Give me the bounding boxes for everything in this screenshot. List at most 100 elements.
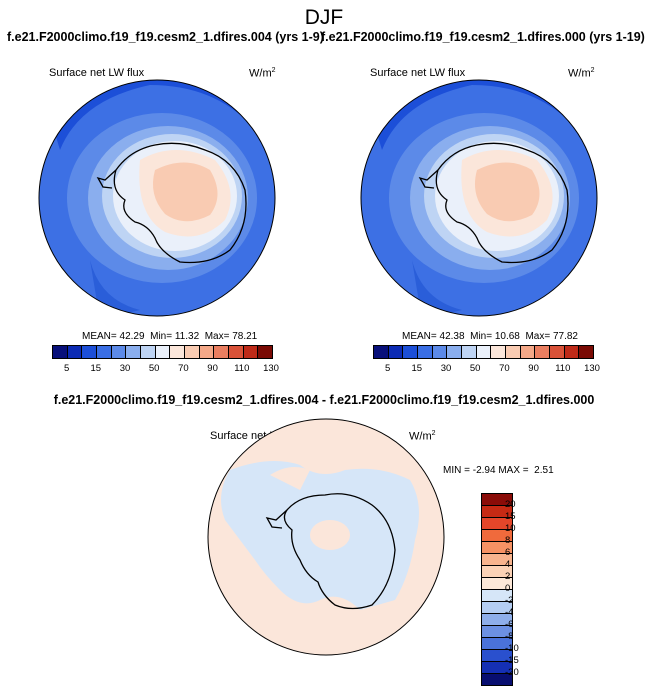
colorbar-swatch	[482, 626, 512, 638]
panel-2-coastline	[435, 142, 569, 264]
colorbar-tick-label: 8	[505, 535, 511, 546]
colorbar-swatch	[482, 590, 512, 602]
colorbar-swatch	[374, 346, 389, 358]
colorbar-tick-label: -4	[505, 607, 514, 618]
colorbar-tick-label: 5	[384, 363, 391, 374]
colorbar-swatch	[482, 614, 512, 626]
colorbar-swatch	[482, 506, 512, 518]
colorbar-swatch	[462, 346, 477, 358]
panel-2-units: W/m2	[568, 67, 595, 80]
colorbar-tick-label: 90	[207, 363, 218, 374]
colorbar-tick-label: -20	[505, 667, 519, 678]
difference-field	[208, 419, 444, 655]
colorbar-swatch	[185, 346, 200, 358]
panel-2-variable-name: Surface net LW flux	[370, 67, 466, 79]
colorbar-swatch	[506, 346, 521, 358]
colorbar-swatch	[482, 518, 512, 530]
colorbar-swatch	[418, 346, 433, 358]
colorbar-swatch	[67, 346, 83, 358]
colorbar-swatch	[550, 346, 565, 358]
panel-2-stats: MEAN= 42.38 Min= 10.68 Max= 77.82	[402, 331, 578, 342]
colorbar-tick-label: 130	[263, 363, 279, 374]
colorbar-swatch	[520, 346, 536, 358]
colorbar-tick-label: 2	[505, 571, 511, 582]
colorbar-swatch	[491, 346, 507, 358]
colorbar-swatch	[482, 650, 512, 662]
colorbar-swatch	[229, 346, 244, 358]
colorbar-swatch	[482, 542, 512, 554]
colorbar-tick-label: 5	[63, 363, 70, 374]
difference-colorbar-labels: 20 15 10 8 6 4 2 0 -2 -4 -6 -8 -10 -15 -20	[505, 493, 545, 685]
colorbar-swatch	[482, 494, 512, 506]
colorbar-tick-label: 30	[119, 363, 131, 374]
panel-2-title: f.e21.F2000climo.f19_f19.cesm2_1.dfires.…	[321, 30, 645, 44]
panel-1-stats: MEAN= 42.29 Min= 11.32 Max= 78.21	[82, 331, 258, 342]
colorbar-swatch	[258, 346, 273, 358]
panel-1-coastline	[113, 142, 247, 264]
figure-title: DJF	[304, 6, 344, 29]
colorbar-swatch	[97, 346, 112, 358]
colorbar-swatch	[243, 346, 259, 358]
colorbar-swatch	[199, 346, 215, 358]
panel-2-low-flux-region	[361, 80, 597, 150]
colorbar-tick-label: 20	[505, 499, 516, 510]
difference-title: f.e21.F2000climo.f19_f19.cesm2_1.dfires.…	[53, 393, 595, 407]
colorbar-swatch	[126, 346, 142, 358]
colorbar-tick-label: 50	[469, 363, 481, 374]
colorbar-tick-label: 15	[411, 363, 423, 374]
colorbar-swatch	[482, 578, 512, 590]
colorbar-tick-label: 4	[505, 559, 511, 570]
colorbar-swatch	[535, 346, 551, 358]
panel-1-colorbar	[52, 345, 273, 359]
colorbar-swatch	[403, 346, 419, 358]
colorbar-swatch	[482, 530, 512, 542]
colorbar-swatch	[141, 346, 156, 358]
colorbar-swatch	[170, 346, 186, 358]
colorbar-swatch	[432, 346, 448, 358]
colorbar-tick-label: 15	[90, 363, 102, 374]
colorbar-swatch	[82, 346, 98, 358]
colorbar-tick-label: 70	[178, 363, 189, 374]
colorbar-tick-label: 30	[440, 363, 452, 374]
colorbar-tick-label: 130	[584, 363, 600, 374]
panel-1-variable-name: Surface net LW flux	[49, 67, 145, 79]
colorbar-swatch	[388, 346, 404, 358]
colorbar-tick-label: -8	[505, 631, 514, 642]
colorbar-tick-label: 70	[499, 363, 510, 374]
colorbar-swatch	[579, 346, 594, 358]
difference-stats: MIN = -2.94 MAX = 2.51	[443, 465, 554, 476]
colorbar-swatch	[447, 346, 463, 358]
colorbar-swatch	[482, 662, 512, 674]
colorbar-tick-label: 6	[505, 547, 511, 558]
colorbar-tick-label: 110	[555, 363, 571, 374]
colorbar-swatch	[111, 346, 127, 358]
colorbar-swatch	[482, 554, 512, 566]
colorbar-tick-label: -6	[505, 619, 514, 630]
panel-2-field	[361, 80, 597, 316]
colorbar-tick-label: 0	[505, 583, 511, 594]
colorbar-tick-label: 10	[505, 523, 516, 534]
colorbar-swatch	[476, 346, 492, 358]
colorbar-swatch	[482, 566, 512, 578]
difference-colorbar	[481, 493, 513, 686]
panel-2-colorbar	[373, 345, 594, 359]
colorbar-swatch	[482, 674, 512, 685]
colorbar-swatch	[155, 346, 171, 358]
panel-1-field	[39, 80, 275, 316]
colorbar-tick-label: -2	[505, 595, 514, 606]
panel-1-colorbar-labels: 5 15 30 50 70 90 110 130	[52, 363, 279, 375]
colorbar-swatch	[564, 346, 580, 358]
colorbar-tick-label: 15	[505, 511, 516, 522]
colorbar-swatch	[482, 602, 512, 614]
colorbar-tick-label: 90	[528, 363, 539, 374]
colorbar-tick-label: -15	[505, 655, 519, 666]
difference-coastline	[283, 493, 396, 610]
panel-1-low-flux-region	[39, 80, 275, 150]
colorbar-tick-label: 110	[234, 363, 250, 374]
panel-2-colorbar-labels: 5 15 30 50 70 90 110 130	[373, 363, 600, 375]
colorbar-swatch	[53, 346, 68, 358]
colorbar-swatch	[482, 638, 512, 650]
